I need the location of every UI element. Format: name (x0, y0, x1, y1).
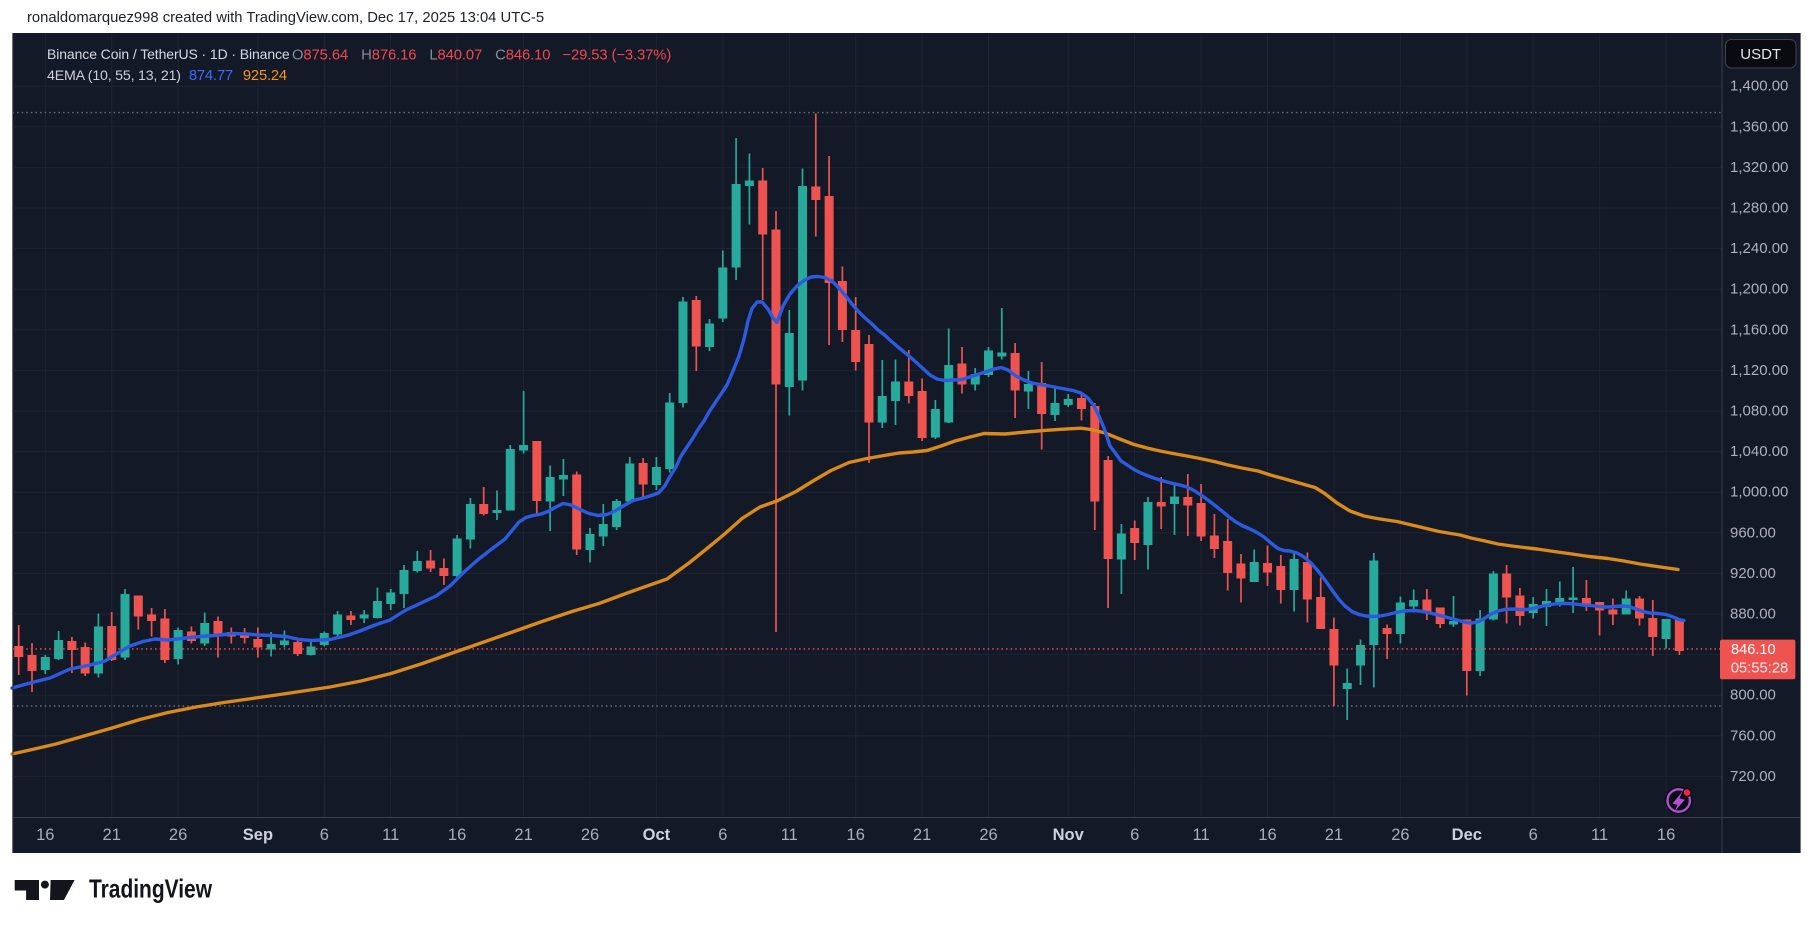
svg-text:11: 11 (382, 826, 399, 844)
svg-text:1,360.00: 1,360.00 (1730, 118, 1788, 135)
svg-text:16: 16 (1258, 826, 1276, 844)
svg-text:Oct: Oct (643, 826, 671, 844)
svg-text:26: 26 (1391, 826, 1409, 844)
svg-text:16: 16 (448, 826, 466, 844)
svg-text:16: 16 (36, 826, 54, 844)
svg-text:1,080.00: 1,080.00 (1730, 402, 1788, 419)
svg-text:1,120.00: 1,120.00 (1730, 362, 1788, 379)
svg-text:ronaldomarquez998 created with: ronaldomarquez998 created with TradingVi… (27, 10, 544, 26)
svg-text:11: 11 (781, 826, 798, 844)
svg-text:21: 21 (913, 826, 931, 844)
svg-text:11: 11 (1193, 826, 1210, 844)
svg-text:800.00: 800.00 (1730, 687, 1776, 704)
svg-text:Dec: Dec (1452, 826, 1482, 844)
svg-text:880.00: 880.00 (1730, 605, 1776, 622)
svg-text:11: 11 (1591, 826, 1608, 844)
svg-text:05:55:28: 05:55:28 (1731, 661, 1789, 677)
svg-text:26: 26 (169, 826, 187, 844)
svg-text:720.00: 720.00 (1730, 768, 1776, 785)
svg-text:6: 6 (1529, 826, 1538, 844)
svg-text:16: 16 (847, 826, 865, 844)
svg-text:16: 16 (1657, 826, 1675, 844)
svg-text:Binance Coin / TetherUS · 1D ·: Binance Coin / TetherUS · 1D · Binance (47, 46, 290, 62)
svg-text:6: 6 (718, 826, 727, 844)
svg-text:960.00: 960.00 (1730, 524, 1776, 541)
svg-text:TradingView: TradingView (89, 873, 213, 903)
svg-text:USDT: USDT (1740, 46, 1781, 63)
svg-text:21: 21 (103, 826, 121, 844)
svg-text:920.00: 920.00 (1730, 565, 1776, 582)
svg-text:1,320.00: 1,320.00 (1730, 159, 1788, 176)
svg-text:1,040.00: 1,040.00 (1730, 443, 1788, 460)
svg-text:26: 26 (979, 826, 997, 844)
svg-text:1,280.00: 1,280.00 (1730, 199, 1788, 216)
svg-text:760.00: 760.00 (1730, 727, 1776, 744)
svg-text:26: 26 (581, 826, 599, 844)
svg-text:21: 21 (514, 826, 532, 844)
svg-text:6: 6 (320, 826, 329, 844)
svg-text:21: 21 (1325, 826, 1343, 844)
svg-text:1,400.00: 1,400.00 (1730, 78, 1788, 95)
svg-text:1,160.00: 1,160.00 (1730, 321, 1788, 338)
svg-text:Sep: Sep (243, 826, 273, 844)
svg-text:1,200.00: 1,200.00 (1730, 281, 1788, 298)
svg-text:846.10: 846.10 (1731, 642, 1776, 658)
svg-text:1,000.00: 1,000.00 (1730, 484, 1788, 501)
svg-text:Nov: Nov (1053, 826, 1085, 844)
svg-text:1,240.00: 1,240.00 (1730, 240, 1788, 257)
svg-text:6: 6 (1130, 826, 1139, 844)
